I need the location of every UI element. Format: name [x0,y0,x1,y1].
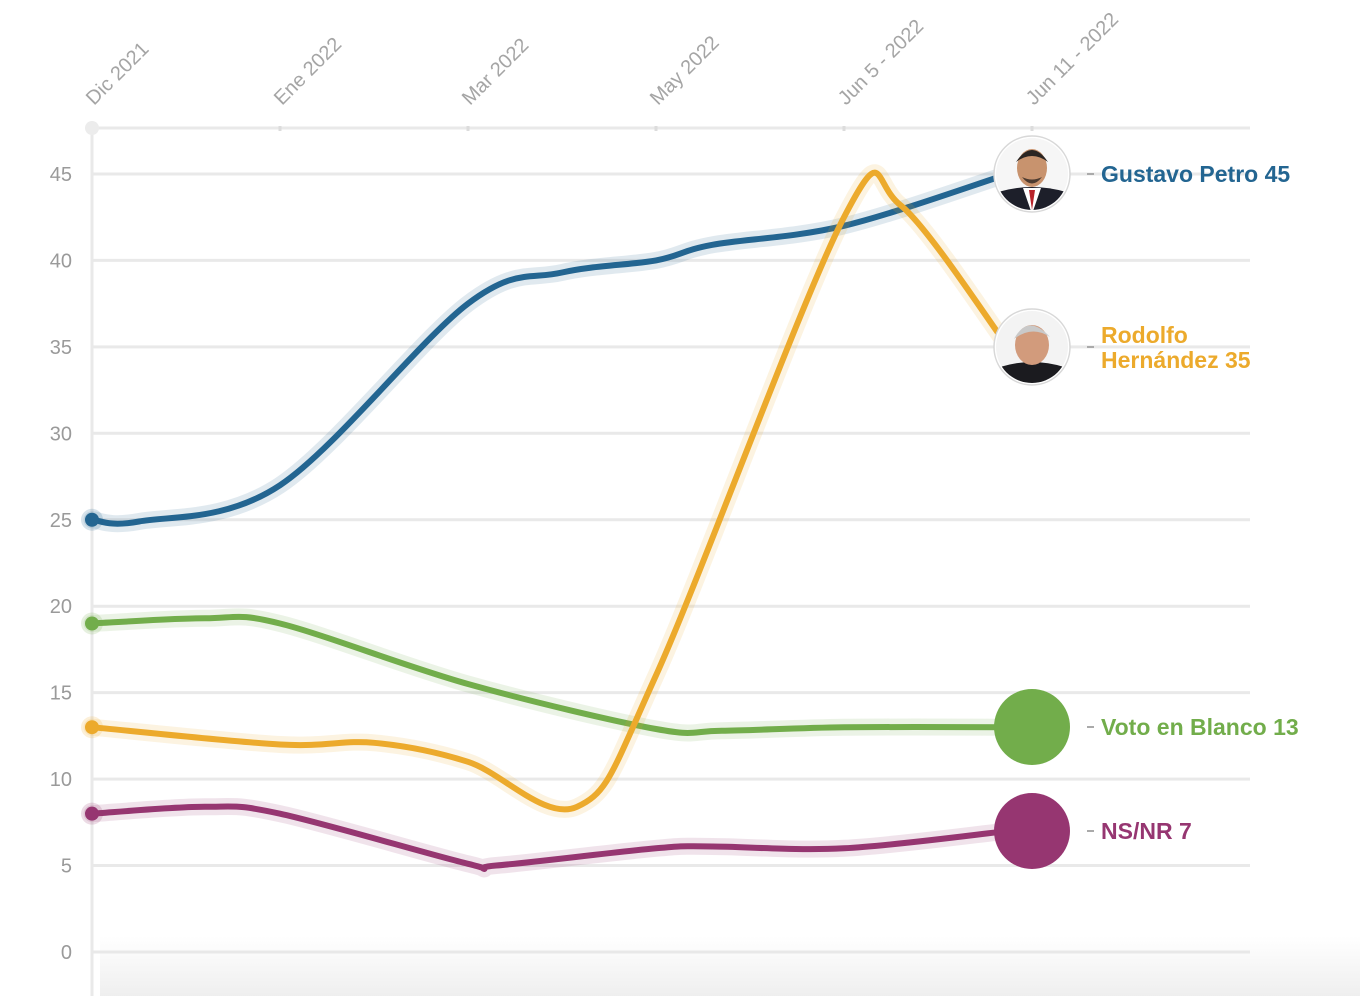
end-marker-blanco [994,689,1070,765]
y-tick-label-35: 35 [50,337,72,359]
y-tick-label-15: 15 [50,683,72,705]
y-tick-label-30: 30 [50,423,72,445]
series-label-blanco: Voto en Blanco 13 [1101,714,1299,740]
start-point-nsnr [85,806,99,821]
x-tick-label-0: Dic 2021 [82,38,153,109]
photo-content [996,311,1068,383]
series-label-hernandez-line-1: Rodolfo [1101,322,1188,348]
x-tick-label-1: Ene 2022 [270,33,346,109]
hair [1014,325,1050,339]
series-label-petro: Gustavo Petro 45 [1101,161,1290,187]
series-line-petro [89,171,1011,527]
series-line-hernandez [89,169,1011,813]
x-tick-label-2: Mar 2022 [458,34,533,109]
start-point-hernandez [85,720,99,735]
start-point-petro [85,512,99,527]
marker-layer [81,135,1071,869]
end-marker-nsnr [994,793,1070,869]
beard [1022,177,1042,184]
y-tick-label-10: 10 [50,769,72,791]
start-point-blanco [85,616,99,631]
tie [1029,190,1035,210]
y-tick-label-5: 5 [61,856,72,878]
series-halo-petro [83,165,1017,533]
axis-origin-dot [85,121,99,135]
y-tick-label-45: 45 [50,164,72,186]
x-tick-label-4: Jun 5 - 2022 [834,15,928,109]
series-layer [83,164,1017,878]
y-tick-label-20: 20 [50,596,72,618]
series-label-nsnr: NS/NR 7 [1101,818,1192,844]
series-line-nsnr [89,803,1011,872]
y-tick-label-0: 0 [61,942,72,964]
series-halo-blanco [83,608,1017,742]
x-tick-label-3: May 2022 [646,32,724,110]
hair [1016,150,1048,162]
face [1015,325,1049,365]
photo-content [996,138,1068,210]
photo-gustavo-petro [993,135,1071,213]
photo-rodolfo-hernandez [993,308,1071,386]
axis-layer: 0 5 10 15 20 25 30 35 40 45 Dic 2021 Ene 2022 Mar 20… [50,9,1123,964]
y-tick-label-25: 25 [50,510,72,532]
series-line-blanco [89,613,1011,737]
series-label-hernandez-line-2: Hernández 35 [1101,347,1251,373]
face [1017,149,1047,187]
y-tick-label-40: 40 [50,250,72,272]
x-tick-label-5: Jun 11 - 2022 [1022,9,1123,110]
